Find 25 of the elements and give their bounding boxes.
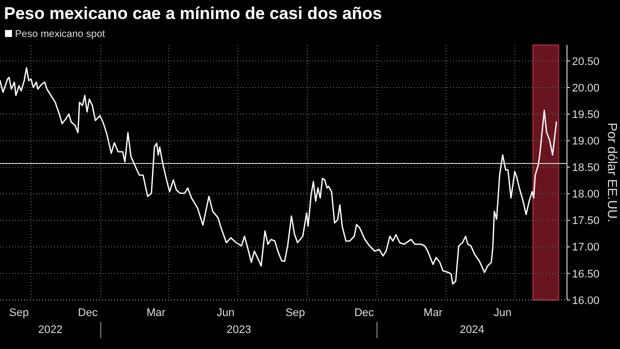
y-tick-label: 18.00	[572, 188, 600, 201]
y-tick-label: 19.50	[572, 108, 600, 121]
y-tick-label: 17.50	[572, 215, 600, 228]
x-tick-label: Dec	[354, 307, 374, 319]
x-tick-label: Mar	[146, 307, 166, 319]
y-tick-label: 19.00	[572, 135, 600, 148]
y-tick-label: 16.50	[572, 268, 600, 280]
text: 2022	[38, 324, 63, 336]
y-tick-label: 18.50	[572, 162, 600, 174]
y-tick-label: 17.00	[572, 242, 600, 254]
y-tick-label: 20.00	[572, 82, 600, 94]
x-tick-label: Jun	[216, 307, 234, 319]
y-tick-label: 16.00	[572, 294, 600, 307]
x-tick-label: Jun	[494, 307, 512, 319]
y-tick-label: 20.50	[572, 56, 600, 68]
line-series	[0, 67, 558, 285]
y-axis-title: Por dólar EE.UU.	[605, 122, 620, 222]
text: 2024	[460, 324, 484, 336]
legend-label: Peso mexicano spot	[15, 29, 106, 40]
text: 2023	[226, 324, 252, 336]
x-tick-label: Mar	[424, 307, 443, 319]
chart-title: Peso mexicano cae a mínimo de casi dos años	[4, 4, 382, 23]
x-tick-label: Dec	[78, 307, 98, 319]
x-tick-label: Sep	[9, 307, 29, 319]
x-tick-label: Sep	[285, 307, 306, 319]
